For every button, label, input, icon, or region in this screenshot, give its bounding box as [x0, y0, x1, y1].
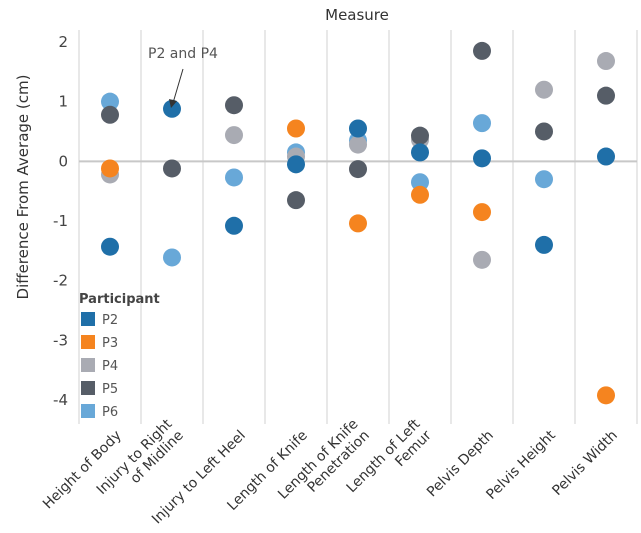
point-p5 — [163, 159, 181, 178]
point-p3 — [597, 386, 615, 405]
point-p3 — [349, 214, 367, 233]
point-p5 — [349, 160, 367, 179]
point-p3 — [411, 185, 429, 204]
point-p3 — [287, 119, 305, 138]
point-p4 — [597, 52, 615, 71]
legend-swatch-p5 — [81, 381, 95, 395]
point-p2 — [287, 155, 305, 174]
point-p5 — [287, 191, 305, 210]
annotation-text: P2 and P4 — [148, 46, 218, 62]
legend-title: Participant — [79, 292, 160, 307]
point-p5 — [411, 126, 429, 145]
point-p2 — [535, 235, 553, 254]
annotation: P2 and P4 — [148, 46, 218, 108]
x-tick-label: Pelvis Width — [549, 428, 620, 499]
point-p5 — [597, 86, 615, 105]
point-p4 — [473, 250, 491, 269]
x-tick-label-line: Pelvis Width — [549, 428, 620, 499]
point-p4 — [535, 80, 553, 99]
y-tick-label: -1 — [53, 212, 68, 230]
legend-swatch-p3 — [81, 335, 95, 349]
y-tick-label: 1 — [58, 93, 68, 111]
point-p2 — [411, 143, 429, 162]
point-p2 — [163, 99, 181, 118]
point-p5 — [473, 41, 491, 60]
point-p6 — [225, 168, 243, 187]
point-p6 — [411, 173, 429, 192]
legend: Participant P2 P3 P4 P5 P6 — [79, 292, 160, 420]
data-points — [101, 41, 615, 405]
legend-swatch-p2 — [81, 312, 95, 326]
x-tick-label: Length of KnifePenetration — [275, 416, 373, 514]
point-p4 — [349, 135, 367, 154]
point-p2 — [349, 119, 367, 138]
point-p6 — [101, 92, 119, 111]
point-p5 — [225, 96, 243, 115]
legend-label-p6: P6 — [102, 405, 118, 420]
legend-swatch-p4 — [81, 358, 95, 372]
annotation-arrow — [172, 68, 184, 104]
y-axis-title: Difference From Average (cm) — [14, 75, 32, 300]
legend-label-p3: P3 — [102, 336, 118, 351]
point-p6 — [473, 114, 491, 133]
point-p6 — [535, 170, 553, 189]
point-p2 — [225, 216, 243, 235]
legend-label-p4: P4 — [102, 359, 118, 374]
legend-label-p2: P2 — [102, 313, 118, 328]
y-tick-label: -4 — [53, 391, 68, 409]
point-p2 — [597, 147, 615, 166]
point-p4 — [225, 126, 243, 145]
legend-label-p5: P5 — [102, 382, 118, 397]
point-p2 — [101, 237, 119, 256]
point-p5 — [535, 122, 553, 141]
point-p2 — [473, 149, 491, 168]
chart-top-title: Measure — [325, 6, 389, 24]
annotation-arrow-head — [169, 99, 177, 108]
y-tick-label: -2 — [53, 272, 68, 290]
y-tick-label: 2 — [58, 33, 68, 51]
point-p3 — [473, 203, 491, 222]
y-axis-ticks: 2 1 0 -1 -2 -3 -4 — [53, 33, 68, 409]
point-p3 — [101, 159, 119, 178]
y-tick-label: 0 — [58, 152, 68, 170]
legend-swatch-p6 — [81, 404, 95, 418]
y-tick-label: -3 — [53, 331, 68, 349]
point-p6 — [163, 248, 181, 267]
point-p5 — [101, 105, 119, 124]
